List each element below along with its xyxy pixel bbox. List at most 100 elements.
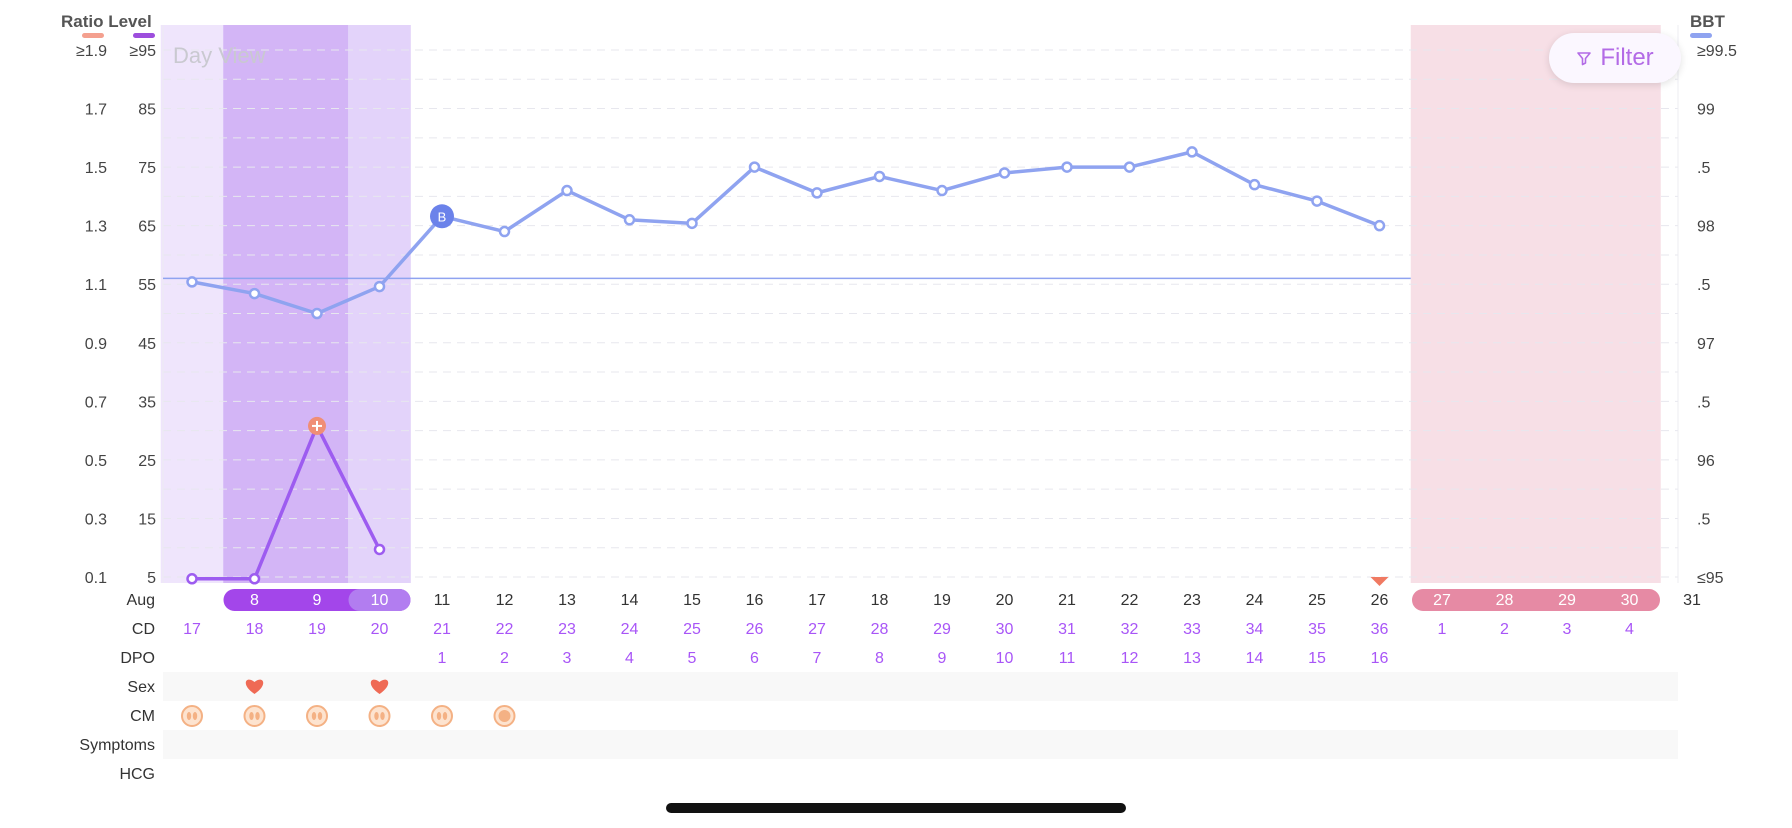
dpo-value: 9 — [938, 650, 947, 667]
dpo-value: 3 — [563, 650, 572, 667]
dpo-value: 12 — [1121, 650, 1139, 667]
dpo-value: 15 — [1308, 650, 1326, 667]
dpo-value: 5 — [688, 650, 697, 667]
bbt-tick-label: .5 — [1697, 511, 1710, 528]
level-tick-label: 85 — [138, 102, 156, 119]
bbt-legend-swatch — [1690, 33, 1712, 38]
cd-value: 19 — [308, 621, 326, 638]
bbt-point — [186, 276, 198, 288]
date-label: 11 — [434, 592, 451, 609]
cm-icon-drop — [186, 712, 192, 720]
cd-value: 33 — [1183, 621, 1201, 638]
date-label: 26 — [1371, 592, 1389, 609]
level-legend-swatch — [133, 33, 155, 38]
sex-label: Sex — [127, 679, 155, 696]
bbt-point — [1248, 178, 1261, 191]
bbt-tick-label: 96 — [1697, 453, 1715, 470]
hcg-label: HCG — [119, 766, 155, 783]
dpo-value: 6 — [750, 650, 759, 667]
cd-value: 25 — [683, 621, 701, 638]
bbt-point — [936, 184, 948, 197]
date-label: 31 — [1683, 592, 1701, 609]
ratio-tick-label: ≥1.9 — [76, 43, 107, 60]
ratio-tick-label: 1.3 — [85, 219, 107, 236]
bbt-tick-label: 99 — [1697, 102, 1715, 119]
aug-label: Aug — [127, 592, 155, 609]
bbt-point — [1186, 146, 1198, 158]
date-label: 14 — [621, 592, 639, 609]
cm-icon-drop — [192, 712, 198, 720]
bbt-point — [1123, 161, 1136, 173]
right-axis-title: BBT — [1690, 12, 1726, 31]
level-tick-label: 25 — [138, 453, 156, 470]
bbt-point — [373, 280, 386, 293]
bbt-tick-label: .5 — [1697, 277, 1710, 294]
ratio-tick-label: 0.7 — [85, 394, 107, 411]
dpo-value: 7 — [813, 650, 822, 667]
cd-value: 24 — [621, 621, 639, 638]
cd-value: 17 — [183, 621, 201, 638]
date-label: 29 — [1558, 592, 1576, 609]
date-label: 27 — [1433, 592, 1451, 609]
cd-value: 1 — [1438, 621, 1447, 638]
ratio-legend-swatch — [82, 33, 104, 38]
dpo-value: 10 — [996, 650, 1014, 667]
cm-icon — [306, 705, 328, 727]
cd-value: 30 — [996, 621, 1014, 638]
cd-value: 35 — [1308, 621, 1326, 638]
level-tick-label: 5 — [147, 570, 156, 587]
left-axis-ticks: ≥1.9 ≥95 1.7 85 1.5 75 1.3 65 1.1 55 0.9 45 0.7 35 0.5… — [76, 43, 156, 587]
bbt-tick-label: 98 — [1697, 219, 1715, 236]
cd-value: 4 — [1625, 621, 1634, 638]
cd-value: 20 — [371, 621, 389, 638]
cd-value: 27 — [808, 621, 826, 638]
bbt-tick-label: 97 — [1697, 336, 1715, 353]
bbt-point — [811, 187, 823, 199]
ratio-tick-label: 0.5 — [85, 453, 107, 470]
date-label: 12 — [496, 592, 514, 609]
date-label: 28 — [1496, 592, 1514, 609]
alert-marker — [1370, 577, 1389, 586]
ratio-tick-label: 0.9 — [85, 336, 107, 353]
cm-icon-drop — [311, 712, 317, 720]
level-tick-label: ≥95 — [129, 43, 156, 60]
date-label: 15 — [683, 592, 701, 609]
bbt-point — [748, 161, 761, 173]
dpo-value: 14 — [1246, 650, 1264, 667]
date-label: 21 — [1058, 592, 1076, 609]
cm-icon-drop — [317, 712, 323, 720]
cm-label: CM — [130, 708, 155, 725]
level-point — [373, 543, 386, 556]
cm-icon-drop — [249, 712, 254, 720]
date-label: 24 — [1246, 592, 1264, 609]
level-tick-label: 35 — [138, 394, 156, 411]
level-line — [192, 424, 382, 581]
dpo-value: 13 — [1183, 650, 1201, 667]
ratio-tick-label: 1.7 — [85, 102, 107, 119]
filter-button[interactable]: Filter — [1549, 33, 1681, 83]
date-label: 25 — [1308, 592, 1326, 609]
bbt-line — [191, 150, 1381, 316]
dpo-value: 1 — [438, 650, 447, 667]
home-indicator — [666, 803, 1126, 813]
fertile-date-pill — [348, 589, 411, 611]
date-label: 13 — [558, 592, 576, 609]
day-view-label: Day View — [173, 43, 266, 68]
filter-label: Filter — [1600, 44, 1654, 71]
bbt-tick-label: ≤95 — [1697, 570, 1724, 587]
bbt-point — [311, 307, 323, 320]
level-tick-label: 65 — [138, 219, 156, 236]
level-tick-label: 55 — [138, 277, 156, 294]
cd-value: 2 — [1500, 621, 1509, 638]
bbt-tick-label: .5 — [1697, 160, 1710, 177]
series-layer: B — [186, 146, 1389, 586]
cd-value: 3 — [1563, 621, 1572, 638]
cm-icon — [243, 705, 266, 727]
cm-icon — [431, 705, 453, 727]
date-label: 16 — [746, 592, 764, 609]
dpo-value: 4 — [625, 650, 634, 667]
ratio-tick-label: 1.1 — [85, 277, 107, 294]
bbt-point — [1373, 219, 1386, 232]
sex-row-bg — [163, 672, 1678, 701]
